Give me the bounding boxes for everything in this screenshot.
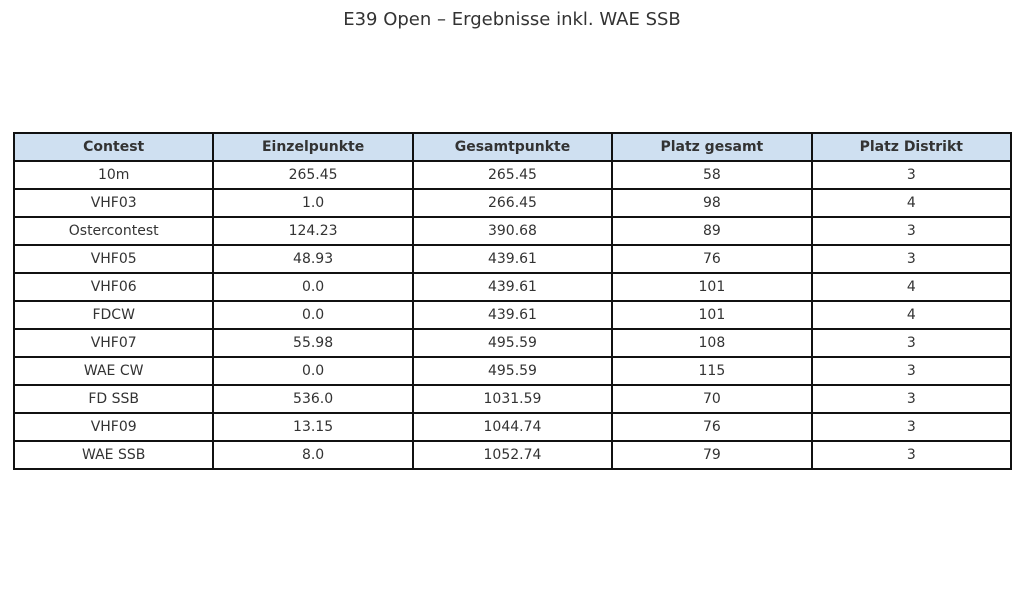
column-header: Gesamtpunkte <box>411 132 614 162</box>
table-cell: 13.15 <box>212 412 414 442</box>
table-body: 10m 265.45 265.45 58 3 VHF03 1.0 266.45 98 4 Oster… <box>12 160 1013 470</box>
table-cell: VHF03 <box>12 188 215 218</box>
table-cell: 439.61 <box>411 300 614 330</box>
table-cell: 3 <box>810 356 1013 386</box>
table-cell: 101 <box>611 272 813 302</box>
table-cell: Ostercontest <box>12 216 215 246</box>
table-row: VHF09 13.15 1044.74 76 3 <box>12 412 1013 442</box>
table-cell: VHF07 <box>12 328 215 358</box>
table-cell: 3 <box>810 384 1013 414</box>
table-cell: 3 <box>810 216 1013 246</box>
table-cell: 70 <box>611 384 813 414</box>
table-cell: 495.59 <box>411 328 614 358</box>
table-cell: 3 <box>810 440 1013 470</box>
column-header: Einzelpunkte <box>212 132 414 162</box>
table-cell: 4 <box>810 272 1013 302</box>
table-cell: VHF05 <box>12 244 215 274</box>
table-cell: 48.93 <box>212 244 414 274</box>
table-cell: FDCW <box>12 300 215 330</box>
table-cell: FD SSB <box>12 384 215 414</box>
table-row: VHF03 1.0 266.45 98 4 <box>12 188 1013 218</box>
table-cell: 55.98 <box>212 328 414 358</box>
table-cell: WAE SSB <box>12 440 215 470</box>
table-cell: 536.0 <box>212 384 414 414</box>
table-cell: 108 <box>611 328 813 358</box>
column-header: Platz gesamt <box>611 132 813 162</box>
table-cell: 265.45 <box>411 160 614 190</box>
table-cell: 4 <box>810 188 1013 218</box>
table-cell: 8.0 <box>212 440 414 470</box>
table-cell: 124.23 <box>212 216 414 246</box>
table-header: Contest Einzelpunkte Gesamtpunkte Platz ges… <box>12 132 1013 162</box>
page-title: E39 Open – Ergebnisse inkl. WAE SSB <box>343 9 681 30</box>
table-cell: 58 <box>611 160 813 190</box>
table-row: 10m 265.45 265.45 58 3 <box>12 160 1013 190</box>
table-cell: 3 <box>810 160 1013 190</box>
table-cell: 439.61 <box>411 244 614 274</box>
column-header: Contest <box>12 132 215 162</box>
table-cell: 115 <box>611 356 813 386</box>
table-row: FD SSB 536.0 1031.59 70 3 <box>12 384 1013 414</box>
table-cell: 76 <box>611 244 813 274</box>
table-cell: 79 <box>611 440 813 470</box>
table-cell: 1044.74 <box>411 412 614 442</box>
table-row: WAE CW 0.0 495.59 115 3 <box>12 356 1013 386</box>
table-cell: 1031.59 <box>411 384 614 414</box>
table-cell: 266.45 <box>411 188 614 218</box>
table-cell: 98 <box>611 188 813 218</box>
table-cell: 390.68 <box>411 216 614 246</box>
table-cell: 3 <box>810 244 1013 274</box>
table-cell: 1052.74 <box>411 440 614 470</box>
table-cell: 101 <box>611 300 813 330</box>
table-cell: 3 <box>810 412 1013 442</box>
table-cell: 3 <box>810 328 1013 358</box>
table-row: Ostercontest 124.23 390.68 89 3 <box>12 216 1013 246</box>
table-row: WAE SSB 8.0 1052.74 79 3 <box>12 440 1013 470</box>
column-header: Platz Distrikt <box>810 132 1013 162</box>
table-row: VHF05 48.93 439.61 76 3 <box>12 244 1013 274</box>
table-cell: 76 <box>611 412 813 442</box>
table-row: FDCW 0.0 439.61 101 4 <box>12 300 1013 330</box>
table-cell: 1.0 <box>212 188 414 218</box>
table-cell: 439.61 <box>411 272 614 302</box>
table-row: VHF06 0.0 439.61 101 4 <box>12 272 1013 302</box>
table-cell: WAE CW <box>12 356 215 386</box>
table-cell: 265.45 <box>212 160 414 190</box>
table-row: VHF07 55.98 495.59 108 3 <box>12 328 1013 358</box>
table-cell: 89 <box>611 216 813 246</box>
table-cell: VHF09 <box>12 412 215 442</box>
table-cell: 10m <box>12 160 215 190</box>
results-table: Contest Einzelpunkte Gesamtpunkte Platz ges… <box>12 132 1013 470</box>
header-row: Contest Einzelpunkte Gesamtpunkte Platz ges… <box>12 132 1013 162</box>
table-cell: 4 <box>810 300 1013 330</box>
table-cell: VHF06 <box>12 272 215 302</box>
table-cell: 495.59 <box>411 356 614 386</box>
table-cell: 0.0 <box>212 300 414 330</box>
table-cell: 0.0 <box>212 356 414 386</box>
table-cell: 0.0 <box>212 272 414 302</box>
